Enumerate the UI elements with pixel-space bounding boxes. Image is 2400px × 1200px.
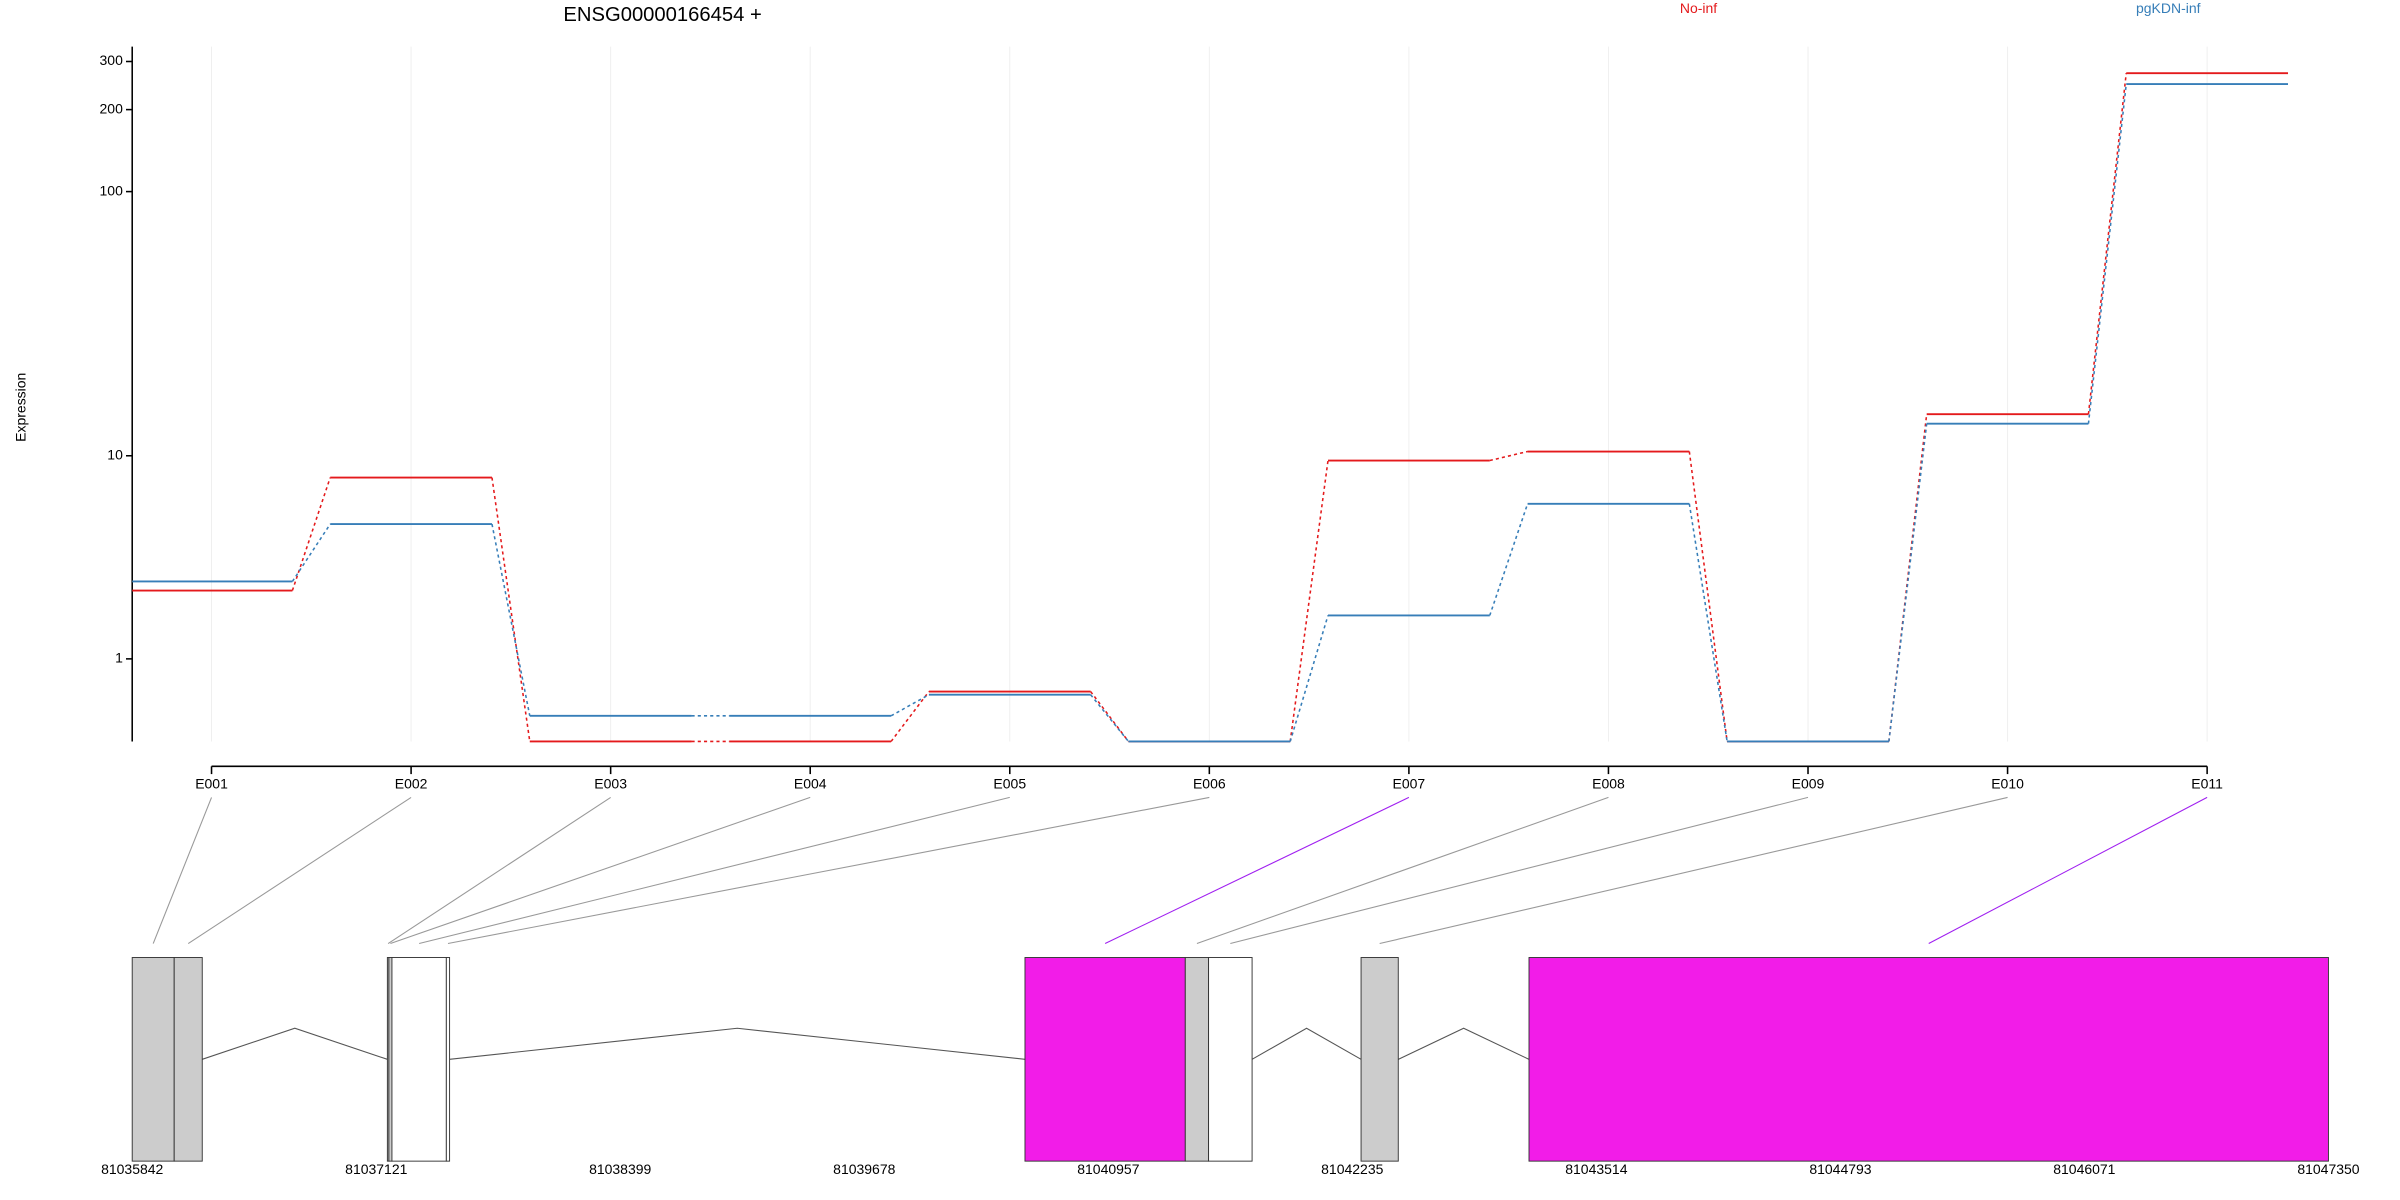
level-connector xyxy=(291,523,331,582)
y-tick-label: 200 xyxy=(100,100,124,116)
exon-box xyxy=(131,957,175,1162)
exon-link xyxy=(152,797,213,944)
x-tick-label: E004 xyxy=(794,776,827,792)
exon-link xyxy=(1928,796,2208,945)
exon-link xyxy=(447,796,1210,945)
level-connector xyxy=(291,477,331,591)
x-tick-label: E001 xyxy=(195,776,228,792)
intron xyxy=(1251,1027,1362,1060)
level-connector xyxy=(1090,691,1130,742)
exon-box xyxy=(1184,957,1210,1162)
legend-label: No-inf xyxy=(1680,0,1717,16)
exon-link xyxy=(1196,796,1609,945)
x-tick-label: E011 xyxy=(2191,776,2223,792)
genomic-tick-label: 81037121 xyxy=(345,1161,407,1177)
genomic-tick-label: 81047350 xyxy=(2297,1161,2359,1177)
y-tick-label: 300 xyxy=(100,52,124,68)
intron xyxy=(449,1027,1026,1060)
level-connector xyxy=(2087,73,2128,415)
exon-link xyxy=(390,796,811,945)
level-connector xyxy=(1090,694,1130,742)
chart-title: ENSG00000166454 + xyxy=(563,4,761,26)
intron xyxy=(1398,1027,1530,1060)
exon-box xyxy=(1024,957,1186,1162)
x-tick-label: E005 xyxy=(993,776,1026,792)
x-tick-label: E002 xyxy=(395,776,428,792)
exon-link xyxy=(387,796,611,944)
y-tick-label: 10 xyxy=(107,446,123,462)
genomic-tick-label: 81044793 xyxy=(1809,1161,1871,1177)
y-axis-label: Expression xyxy=(12,373,28,442)
y-tick-label: 100 xyxy=(100,182,124,198)
exon-box xyxy=(1208,957,1253,1162)
level-connector xyxy=(1289,615,1329,742)
genomic-tick-label: 81042235 xyxy=(1321,1161,1383,1177)
genomic-tick-label: 81035842 xyxy=(101,1161,163,1177)
exon-link xyxy=(419,796,1010,945)
exon-box xyxy=(445,957,451,1162)
level-connector xyxy=(890,691,930,742)
genomic-tick-label: 81040957 xyxy=(1077,1161,1139,1177)
legend-label: pgKDN-inf xyxy=(2136,0,2201,16)
exon-box xyxy=(173,957,203,1162)
level-connector xyxy=(1688,451,1728,742)
level-connector xyxy=(1289,460,1329,742)
x-tick-label: E006 xyxy=(1193,776,1226,792)
x-tick-label: E010 xyxy=(1991,776,2024,792)
exon-box xyxy=(1360,957,1399,1162)
genomic-tick-label: 81046071 xyxy=(2053,1161,2115,1177)
exon-box xyxy=(391,957,447,1162)
level-connector xyxy=(491,477,531,742)
level-connector xyxy=(1489,450,1528,462)
genomic-tick-label: 81043514 xyxy=(1565,1161,1627,1177)
genomic-tick-label: 81038399 xyxy=(589,1161,651,1177)
level-connector xyxy=(890,694,930,717)
exon-link xyxy=(1104,796,1410,945)
exon-box xyxy=(1528,957,2329,1162)
intron xyxy=(202,1027,388,1060)
x-tick-label: E009 xyxy=(1792,776,1825,792)
exon-link xyxy=(1230,796,1809,945)
x-tick-label: E007 xyxy=(1393,776,1426,792)
level-connector xyxy=(1688,503,1728,742)
x-tick-label: E003 xyxy=(594,776,627,792)
level-connector xyxy=(491,523,531,716)
y-tick-label: 1 xyxy=(115,650,123,666)
level-connector xyxy=(2087,84,2128,424)
level-connector xyxy=(1888,423,1928,742)
exon-link xyxy=(1379,796,2008,945)
genomic-tick-label: 81039678 xyxy=(833,1161,895,1177)
exon-link xyxy=(187,796,412,944)
x-tick-label: E008 xyxy=(1592,776,1625,792)
level-connector xyxy=(1489,503,1529,616)
